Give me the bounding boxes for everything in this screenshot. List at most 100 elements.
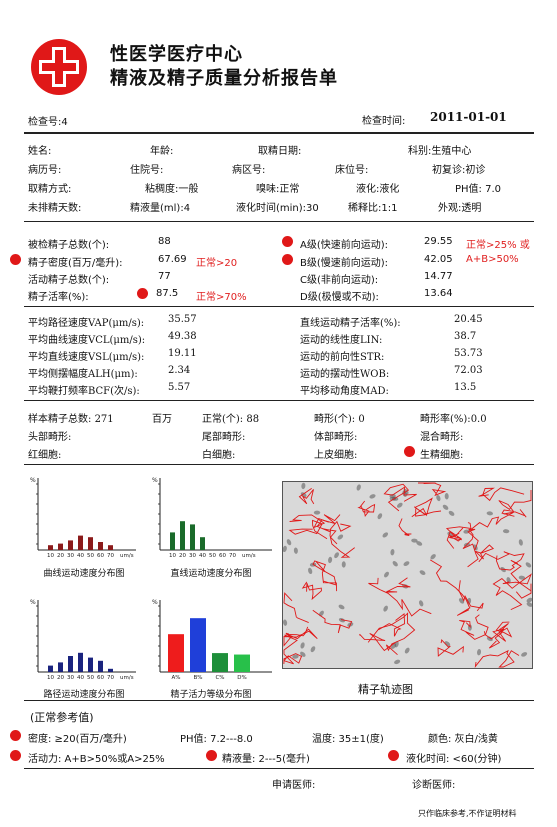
x-tick-label: 40 [77, 553, 84, 559]
title-center: 性医学医疗中心 [110, 44, 243, 65]
body-abnormal: 体部畸形: [314, 432, 358, 443]
y-unit-label: % [152, 599, 158, 606]
alert-dot [282, 236, 293, 247]
liquefy: 液化:液化 [356, 184, 400, 195]
kinetics-value2: 20.45 [454, 314, 483, 325]
kinetics-label2: 运动的线性度LIN: [300, 335, 383, 346]
inpatient-label: 住院号: [130, 165, 164, 176]
kinetics-value2: 13.5 [454, 382, 477, 393]
active-label: 活动精子总数(个): [28, 275, 110, 286]
exam-time: 2011-01-01 [430, 110, 507, 124]
ref-color: 颜色: 灰白/浅黄 [428, 734, 498, 745]
x-tick-label: 30 [189, 553, 196, 559]
title-report: 精液及精子质量分析报告单 [110, 68, 338, 89]
path-velocity-chart: % 10 20 30 40 50 60 70 um/s [24, 592, 142, 684]
ref-density: 密度: ≥20(百万/毫升) [28, 734, 127, 745]
exam-time-label: 检查时间: [362, 116, 406, 127]
alert-dot [206, 750, 217, 761]
visit: 初复诊:初诊 [432, 165, 486, 176]
grade-a-value: 29.55 [424, 236, 453, 247]
grade-c-value: 14.77 [424, 271, 453, 282]
name-label: 姓名: [28, 146, 52, 157]
grade-c-label: C级(非前向运动): [300, 275, 379, 286]
y-unit-label: % [30, 477, 36, 484]
bar-40 [78, 652, 83, 672]
x-tick-label: 30 [67, 675, 74, 681]
bar-70 [108, 545, 113, 550]
x-unit-label: um/s [242, 553, 256, 559]
wbc: 白细胞: [202, 450, 236, 461]
bar-30 [68, 540, 73, 550]
reference-title: (正常参考值) [30, 711, 94, 724]
sample-total: 样本精子总数: 271 [28, 414, 114, 425]
sample-unit: 百万 [152, 414, 172, 425]
sperm-track-image [282, 481, 533, 669]
bar-20 [58, 662, 63, 672]
x-tick-label: D% [237, 675, 246, 681]
bar-50 [88, 657, 93, 672]
x-tick-label: C% [215, 675, 224, 681]
ref-volume: 精液量: 2---5(毫升) [222, 754, 310, 765]
bar-20 [180, 521, 185, 550]
abnormal-count: 畸形(个): 0 [314, 414, 365, 425]
red-cross-logo [31, 39, 87, 95]
grade-b-label: B级(慢速前向运动): [300, 258, 389, 269]
ref-temp: 温度: 35±1(度) [312, 734, 384, 745]
kinetics-label2: 运动的摆动性WOB: [300, 369, 390, 380]
bed-label: 床位号: [335, 165, 369, 176]
bar-30 [68, 656, 73, 672]
kinetics-label: 平均路径速度VAP(μm/s): [28, 318, 145, 329]
kinetics-value2: 53.73 [454, 348, 483, 359]
ward-label: 病区号: [232, 165, 266, 176]
x-tick-label: 20 [57, 553, 64, 559]
caption-grade: 精子活力等级分布图 [170, 690, 252, 700]
abnormal-rate: 畸形率(%):0.0 [420, 414, 487, 425]
bar-40 [200, 537, 205, 550]
x-unit-label: um/s [120, 553, 134, 559]
method-label: 取精方式: [28, 184, 72, 195]
x-tick-label: 60 [219, 553, 226, 559]
x-tick-label: 60 [97, 675, 104, 681]
bar-60 [98, 660, 103, 672]
alert-dot [137, 288, 148, 299]
smell: 嗅味:正常 [256, 184, 300, 195]
linear-velocity-chart: % 10 20 30 40 50 60 70 um/s [146, 470, 278, 562]
dilution: 稀释比:1:1 [348, 203, 398, 214]
grade-b-value: 42.05 [424, 254, 453, 265]
x-tick-label: 30 [67, 553, 74, 559]
x-tick-label: 10 [169, 553, 176, 559]
density-ref: 正常>20 [196, 258, 238, 269]
alert-dot [10, 730, 21, 741]
total-value: 88 [158, 236, 171, 247]
grade-d-label: D级(极慢或不动): [300, 292, 379, 303]
x-tick-label: 70 [107, 675, 114, 681]
x-tick-label: 20 [179, 553, 186, 559]
x-tick-label: 60 [97, 553, 104, 559]
disclaimer: 只作临床参考,不作证明材料 [418, 809, 517, 818]
ref-ph: PH值: 7.2---8.0 [180, 734, 253, 745]
appearance: 外观:透明 [438, 203, 482, 214]
x-tick-label: 20 [57, 675, 64, 681]
x-tick-label: 50 [87, 553, 94, 559]
x-tick-label: A% [172, 675, 181, 681]
curve-velocity-chart: % 10 20 30 40 50 60 70 um/s [24, 470, 142, 562]
kinetics-value2: 72.03 [454, 365, 483, 376]
bar-30 [190, 524, 195, 550]
y-unit-label: % [30, 599, 36, 606]
ref-activity: 活动力: A+B>50%或A>25% [28, 754, 165, 765]
bar-60 [98, 542, 103, 550]
kinetics-label: 平均曲线速度VCL(μm/s): [28, 335, 146, 346]
age-label: 年龄: [150, 146, 174, 157]
epithelial: 上皮细胞: [314, 450, 358, 461]
grade-b-ref: A+B>50% [466, 254, 519, 265]
bar-10 [48, 545, 53, 550]
bar-40 [78, 535, 83, 550]
x-tick-label: 40 [77, 675, 84, 681]
applicant-doctor: 申请医师: [272, 780, 316, 791]
alert-dot [282, 254, 293, 265]
germ-cells: 生精细胞: [420, 450, 464, 461]
normal-count: 正常(个): 88 [202, 414, 260, 425]
total-label: 被检精子总数(个): [28, 240, 110, 251]
grade-a-label: A级(快速前向运动): [300, 240, 389, 251]
dept: 科别:生殖中心 [408, 146, 472, 157]
